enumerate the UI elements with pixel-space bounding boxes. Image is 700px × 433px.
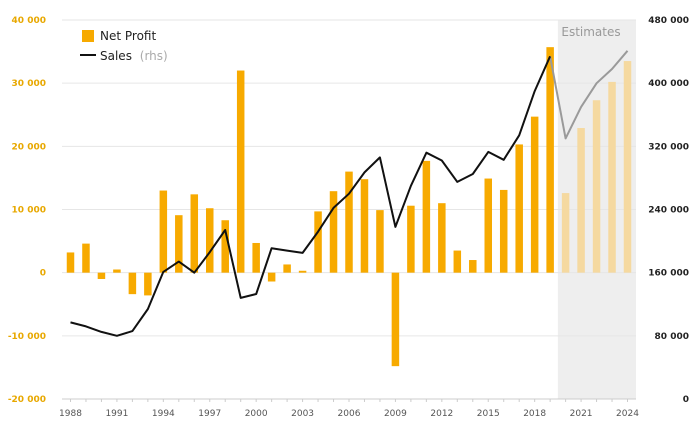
left-axis-tick-label: -10 000 (8, 332, 46, 342)
x-axis-tick-label: 2003 (291, 409, 314, 419)
right-axis-tick-label: 80 000 (655, 332, 689, 342)
left-axis-tick-label: 10 000 (12, 206, 46, 216)
net-profit-bar-2018 (530, 116, 539, 273)
net-profit-bar-2010 (407, 205, 415, 273)
net-profit-bar-2012 (438, 203, 446, 273)
net-profit-bar-2007 (360, 179, 369, 273)
legend-sales-label: Sales (100, 49, 132, 63)
net-profit-bar-2005 (329, 191, 338, 273)
legend-sales-suffix: (rhs) (140, 49, 168, 63)
net-profit-bar-1997 (206, 208, 214, 273)
net-profit-bar-1991 (113, 269, 121, 273)
x-axis-tick-label: 1991 (105, 409, 128, 419)
left-axis-tick-label: 0 (40, 269, 46, 279)
right-axis-tick-label: 160 000 (648, 269, 689, 279)
net-profit-bar-2016 (499, 189, 508, 273)
legend-sales-text: Sales (rhs) (100, 49, 168, 63)
x-axis: 1988 1991 1994 1997 2000 2003 2006 2009 2012 2015… (59, 398, 639, 419)
net-profit-bar-2011 (422, 160, 431, 273)
net-profit-bar-2022 (592, 100, 601, 273)
net-profit-bar-2021 (577, 128, 585, 273)
x-axis-tick-label: 1997 (198, 409, 221, 419)
left-axis-tick-label: 20 000 (12, 142, 46, 152)
net-profit-bar-2001 (267, 272, 276, 282)
x-axis-tick-label: 2024 (616, 409, 639, 419)
right-axis-tick-label: 0 (683, 395, 689, 405)
left-axis-ticks: -20 000 -10 000 0 10 000 20 000 30 000 40 000 (8, 16, 46, 405)
x-axis-tick-label: 1994 (152, 409, 175, 419)
net-profit-bar-1995 (175, 215, 183, 273)
net-profit-bar-2008 (376, 210, 384, 273)
net-profit-bar-2015 (484, 178, 492, 273)
x-axis-tick-label: 1988 (59, 409, 82, 419)
net-profit-bar-1992 (128, 272, 137, 295)
legend-net-profit-swatch (82, 30, 94, 42)
net-profit-bar-1998 (221, 220, 229, 273)
sales-line-actual (70, 55, 552, 337)
right-axis-tick-label: 480 000 (648, 16, 689, 26)
net-profit-bar-2014 (469, 260, 477, 273)
x-axis-tick-label: 2000 (245, 409, 268, 419)
net-profit-bar-2000 (252, 242, 260, 273)
net-profit-bar-1990 (97, 272, 106, 279)
x-axis-tick-label: 2012 (430, 409, 453, 419)
x-axis-tick-label: 2018 (523, 409, 546, 419)
x-axis-tick-label: 2009 (384, 409, 407, 419)
net-profit-bar-1989 (82, 243, 90, 273)
net-profit-bar-2006 (345, 171, 353, 273)
x-axis-tick-label: 2015 (477, 409, 500, 419)
net-profit-bar-2013 (453, 250, 462, 273)
x-axis-tick-label: 2006 (338, 409, 361, 419)
net-profit-bar-2017 (515, 144, 523, 273)
net-profit-bar-2024 (623, 61, 632, 273)
right-axis-tick-label: 320 000 (648, 142, 689, 152)
net-profit-bar-2009 (391, 272, 400, 367)
right-axis-tick-label: 240 000 (648, 206, 689, 216)
net-profit-bar-1999 (236, 70, 245, 273)
net-profit-bar-2003 (298, 270, 307, 273)
left-axis-tick-label: 30 000 (12, 79, 46, 89)
net-profit-bar-2020 (561, 193, 570, 273)
left-axis-tick-label: 40 000 (12, 16, 46, 26)
net-profit-bar-2004 (314, 211, 322, 273)
net-profit-bar-2023 (608, 81, 616, 273)
right-axis-tick-label: 400 000 (648, 79, 689, 89)
left-axis-tick-label: -20 000 (8, 395, 46, 405)
x-axis-tick-label: 2021 (570, 409, 593, 419)
right-axis-ticks: 0 80 000 160 000 240 000 320 000 400 000 480 0… (648, 16, 689, 405)
net-profit-bar-1993 (144, 272, 152, 296)
estimates-label: Estimates (561, 25, 620, 39)
net-profit-bar-1996 (190, 194, 199, 273)
net-profit-bar-1994 (159, 190, 168, 273)
net-profit-bar-2019 (546, 47, 554, 273)
sales-line-estimates (549, 50, 629, 140)
net-profit-bar-2002 (283, 264, 291, 273)
sales-lines (70, 50, 629, 337)
net-profit-bars (66, 47, 632, 367)
net-profit-bar-1988 (66, 252, 75, 273)
legend: Net Profit Sales (rhs) (80, 29, 168, 63)
legend-net-profit-label: Net Profit (100, 29, 156, 43)
